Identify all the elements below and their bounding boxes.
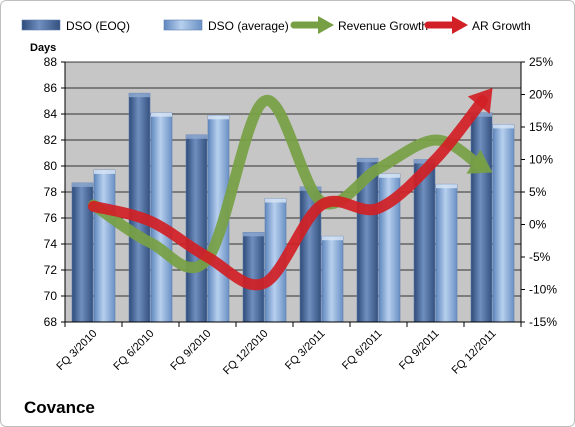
y-right-tick-label: 25%: [529, 55, 553, 69]
x-tick-label: FQ 9/2010: [168, 328, 213, 373]
x-tick-label: FQ 3/2010: [54, 328, 99, 373]
x-tick-label: FQ 12/2011: [450, 328, 499, 377]
ar-growth-arrowhead: [467, 88, 493, 114]
bar-top-highlight: [208, 115, 229, 120]
bar-dso-eoq: [185, 134, 208, 323]
y-right-tick-label: 20%: [529, 88, 553, 102]
y-left-tick-label: 78: [44, 185, 58, 199]
y-left-tick-label: 72: [44, 263, 58, 277]
bar-top-highlight: [493, 124, 514, 129]
y-left-tick-label: 76: [44, 211, 58, 225]
x-tick-label: FQ 6/2011: [340, 328, 385, 373]
bar-top-highlight: [265, 198, 286, 203]
x-tick-label: FQ 6/2010: [111, 328, 156, 373]
bar-top-highlight: [471, 112, 492, 117]
y-right-tick-label: 15%: [529, 120, 553, 134]
legend-arrow-revenue-growth: [318, 16, 334, 34]
y-right-tick-label: -5%: [529, 250, 551, 264]
y-right-tick-label: 0%: [529, 218, 547, 232]
growth-lines: [88, 88, 493, 291]
bar-top-highlight: [129, 93, 150, 98]
bar-dso-average: [492, 124, 515, 323]
bar-top-highlight: [357, 158, 378, 163]
bar-top-highlight: [72, 182, 93, 187]
bar-dso-average: [93, 169, 116, 323]
legend-label-dso-average: DSO (average): [208, 19, 289, 33]
company-name: Covance: [24, 398, 95, 417]
y-left-tick-label: 86: [44, 81, 58, 95]
bars: [71, 92, 515, 323]
y-left-tick-label: 88: [44, 55, 58, 69]
legend-arrow-ar-growth: [452, 16, 468, 34]
bar-top-highlight: [436, 184, 457, 189]
bar-top-highlight: [94, 169, 115, 174]
legend-label-ar-growth: AR Growth: [472, 19, 531, 33]
bar-top-highlight: [243, 232, 264, 237]
y-left-tick-label: 84: [44, 107, 58, 121]
bar-dso-eoq: [128, 92, 151, 323]
y-right-tick-label: -10%: [529, 283, 557, 297]
y-left-tick-label: 70: [44, 289, 58, 303]
y-left-tick-label: 80: [44, 159, 58, 173]
revenue-growth-line: [88, 95, 485, 274]
legend: DSO (EOQ) DSO (average) Revenue Growth AR G…: [21, 16, 531, 34]
bar-top-highlight: [186, 134, 207, 139]
legend-label-revenue-growth: Revenue Growth: [338, 19, 428, 33]
y-left-tick-label: 68: [44, 315, 58, 329]
bar-dso-average: [321, 235, 344, 323]
y-left-tick-label: 82: [44, 133, 58, 147]
bar-top-highlight: [151, 112, 172, 117]
x-tick-label: FQ 9/2011: [397, 328, 442, 373]
y-axis-left-title: Days: [30, 42, 56, 54]
x-tick-label: FQ 12/2010: [221, 328, 271, 378]
y-right-tick-label: 5%: [529, 185, 547, 199]
revenue-growth-arrowhead: [466, 149, 493, 174]
legend-swatch-dso-average: [163, 19, 203, 31]
bar-top-highlight: [379, 173, 400, 178]
y-right-tick-label: -15%: [529, 315, 557, 329]
ar-growth-line: [88, 95, 489, 291]
bar-top-highlight: [414, 159, 435, 164]
legend-label-dso-eoq: DSO (EOQ): [66, 19, 130, 33]
bar-dso-average: [435, 183, 458, 323]
x-tick-label: FQ 3/2011: [283, 328, 328, 373]
y-right-tick-label: 10%: [529, 153, 553, 167]
bar-dso-eoq: [470, 112, 493, 323]
legend-swatch-dso-eoq: [21, 19, 61, 31]
bar-top-highlight: [322, 236, 343, 241]
y-left-tick-label: 74: [44, 237, 58, 251]
